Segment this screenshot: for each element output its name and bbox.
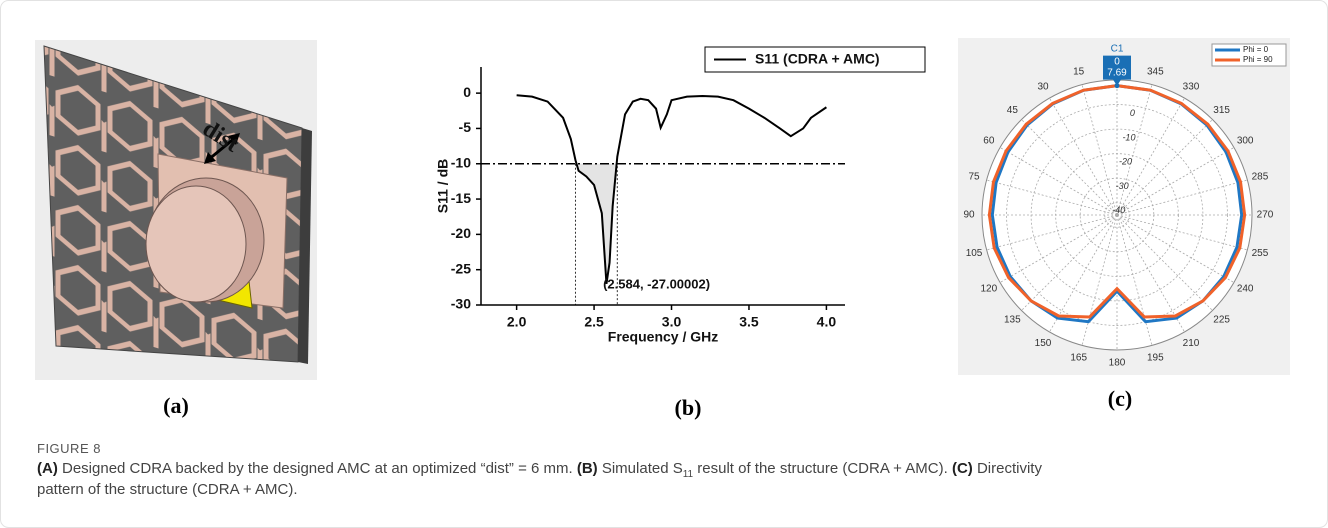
angle-label: 165 xyxy=(1070,353,1087,364)
legend-label: Phi = 0 xyxy=(1243,45,1269,54)
x-tick-label: 2.0 xyxy=(507,314,527,330)
angle-label: 90 xyxy=(963,210,975,221)
angle-label: 195 xyxy=(1147,353,1164,364)
caption-text: result of the structure (CDRA + AMC). xyxy=(693,460,952,477)
annotation: (2.584, -27.00002) xyxy=(603,276,710,291)
angle-label: 60 xyxy=(983,136,995,147)
x-tick-label: 3.5 xyxy=(739,314,759,330)
panel-a-render: dist xyxy=(35,40,317,380)
x-axis-label: Frequency / GHz xyxy=(608,329,718,345)
angle-label: 150 xyxy=(1035,338,1052,349)
caption-ref: (B) xyxy=(577,460,598,477)
marker-label: C1 xyxy=(1111,43,1124,54)
radial-label: -40 xyxy=(1112,205,1125,215)
caption-text: Designed CDRA backed by the designed AMC… xyxy=(58,460,577,477)
figure-graphics: dist (a) (b) (c) 2.0 2.5 3.0 3.5 4.0 0 -5 -10 -1… xyxy=(0,0,1328,528)
radial-label: -10 xyxy=(1122,132,1135,142)
angle-label: 15 xyxy=(1073,67,1085,78)
legend-label: Phi = 90 xyxy=(1243,55,1273,64)
angle-label: 105 xyxy=(966,248,983,259)
caption-line: (A) Designed CDRA backed by the designed… xyxy=(37,460,1042,480)
angle-label: 30 xyxy=(1037,81,1049,92)
marker-value: 7.69 xyxy=(1107,67,1127,78)
panel-label: (b) xyxy=(675,395,702,420)
angle-label: 255 xyxy=(1252,248,1269,259)
angle-label: 240 xyxy=(1237,284,1254,295)
y-tick-label: -5 xyxy=(459,119,472,135)
angle-label: 315 xyxy=(1213,105,1230,116)
angle-label: 135 xyxy=(1004,314,1021,325)
figure: dist (a) (b) (c) 2.0 2.5 3.0 3.5 4.0 0 -5 -10 -1… xyxy=(0,0,1328,528)
caption-ref: (A) xyxy=(37,460,58,477)
caption-label: FIGURE 8 xyxy=(37,441,101,456)
legend-label: S11 (CDRA + AMC) xyxy=(755,51,880,67)
panel-label: (c) xyxy=(1108,386,1132,411)
y-tick-label: -25 xyxy=(451,260,471,276)
angle-label: 75 xyxy=(968,171,980,182)
panel-label: (a) xyxy=(163,393,189,418)
angle-label: 345 xyxy=(1147,67,1164,78)
angle-label: 300 xyxy=(1237,136,1254,147)
y-tick-label: -10 xyxy=(451,154,471,170)
angle-label: 120 xyxy=(980,284,997,295)
radial-label: -20 xyxy=(1119,157,1132,167)
angle-label: 45 xyxy=(1007,105,1019,116)
angle-label: 285 xyxy=(1252,171,1269,182)
radial-label: -30 xyxy=(1116,181,1129,191)
y-tick-label: -15 xyxy=(451,190,471,206)
caption-ref: (C) xyxy=(952,460,973,477)
y-axis-label: S11 / dB xyxy=(435,159,451,213)
angle-label: 180 xyxy=(1109,358,1126,369)
series-line xyxy=(517,95,827,284)
y-tick-label: 0 xyxy=(463,84,471,100)
angle-label: 210 xyxy=(1183,338,1200,349)
marker-angle: 0 xyxy=(1114,56,1120,67)
x-tick-label: 4.0 xyxy=(817,314,837,330)
y-tick-label: -30 xyxy=(451,296,471,312)
caption-text: pattern of the structure (CDRA + AMC). xyxy=(37,481,298,498)
angle-label: 270 xyxy=(1257,210,1274,221)
angle-label: 330 xyxy=(1183,81,1200,92)
angle-label: 225 xyxy=(1213,314,1230,325)
x-tick-label: 3.0 xyxy=(662,314,682,330)
caption-text: Simulated S xyxy=(598,460,683,477)
radial-label: 0 xyxy=(1130,108,1135,118)
caption-text: Directivity xyxy=(973,460,1042,477)
y-tick-label: -20 xyxy=(451,225,471,241)
caption-subscript: 11 xyxy=(683,469,693,480)
caption-line: pattern of the structure (CDRA + AMC). xyxy=(37,481,298,498)
x-tick-label: 2.5 xyxy=(584,314,604,330)
